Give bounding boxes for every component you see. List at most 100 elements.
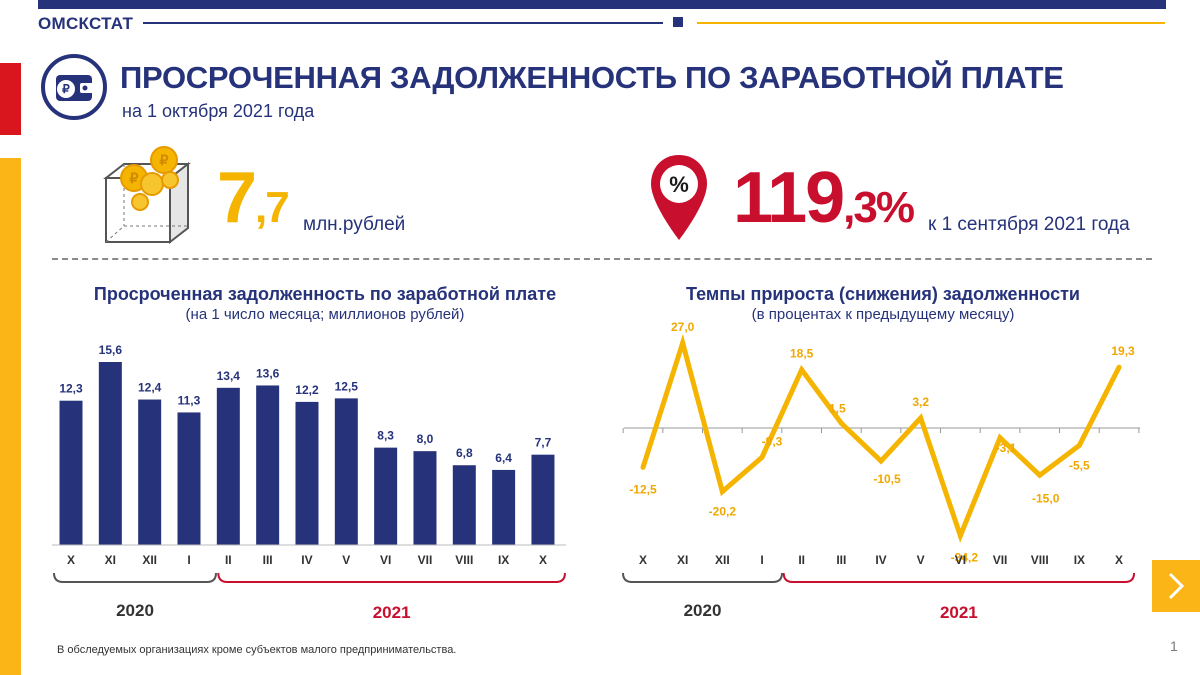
bar: [334, 398, 358, 545]
x-tick-label: VII: [993, 553, 1008, 567]
point-value-label: -34,2: [951, 551, 979, 565]
x-tick-label: X: [539, 553, 547, 567]
svg-text:₽: ₽: [160, 152, 169, 168]
bar-value-label: 8,3: [377, 429, 394, 443]
bar: [374, 447, 398, 545]
kpi-growth-value: 119,3%: [733, 158, 915, 238]
point-value-label: 27,0: [671, 320, 695, 334]
bar-value-label: 13,4: [217, 369, 241, 383]
section-divider: [52, 258, 1152, 260]
bar-value-label: 12,5: [335, 379, 359, 393]
bar-value-label: 11,3: [178, 393, 201, 407]
page-subtitle: на 1 октября 2021 года: [122, 101, 315, 121]
data-point: [1037, 472, 1043, 478]
bar: [138, 399, 162, 545]
header-line-right: [697, 22, 1165, 24]
bar: [492, 469, 516, 545]
bar-value-label: 8,0: [417, 432, 434, 446]
page-number: 1: [1170, 638, 1178, 654]
svg-text:%: %: [669, 172, 689, 197]
data-point: [759, 454, 765, 460]
side-accent-yellow: [0, 158, 21, 675]
bar-value-label: 12,4: [138, 381, 162, 395]
bar: [413, 451, 437, 545]
bar: [295, 401, 319, 545]
year-bracket-2021: [782, 572, 1136, 583]
x-tick-label: VI: [380, 553, 391, 567]
x-tick-label: XI: [677, 553, 688, 567]
point-value-label: 18,5: [790, 347, 814, 361]
year-label-2021: 2021: [940, 603, 978, 622]
x-tick-label: X: [1115, 553, 1123, 567]
data-point: [640, 464, 646, 470]
bar-value-label: 15,6: [99, 343, 123, 357]
bar: [98, 362, 122, 545]
percent-pin-icon: %: [651, 155, 707, 240]
x-tick-label: IV: [875, 553, 886, 567]
data-point: [1116, 364, 1122, 370]
bar: [216, 387, 240, 545]
x-tick-label: VII: [418, 553, 433, 567]
bar: [177, 412, 201, 545]
bar-chart-title: Просроченная задолженность по заработной…: [93, 284, 557, 304]
year-bracket-2021: [217, 572, 566, 583]
bar-value-label: 12,3: [59, 382, 83, 396]
bar: [452, 465, 476, 545]
x-tick-label: II: [798, 553, 805, 567]
point-value-label: -3,1: [996, 441, 1017, 455]
year-bracket-2020: [53, 572, 217, 583]
line-chart-title: Темпы прироста (снижения) задолженности: [686, 284, 1080, 304]
x-tick-label: XII: [142, 553, 157, 567]
year-label-2020: 2020: [684, 601, 722, 620]
x-tick-label: XII: [715, 553, 730, 567]
point-value-label: -9,3: [762, 434, 783, 448]
org-name: ОМСКСТАТ: [38, 14, 134, 33]
x-tick-label: IX: [1074, 553, 1085, 567]
x-tick-label: XI: [105, 553, 116, 567]
next-slide-button[interactable]: [1152, 560, 1200, 612]
x-tick-label: V: [342, 553, 350, 567]
x-tick-label: II: [225, 553, 232, 567]
point-value-label: -12,5: [629, 482, 657, 496]
data-point: [799, 367, 805, 373]
x-tick-label: VIII: [455, 553, 473, 567]
x-tick-label: I: [187, 553, 190, 567]
bar-value-label: 12,2: [295, 383, 319, 397]
x-tick-label: X: [67, 553, 75, 567]
kpi-debt-unit: млн.рублей: [303, 214, 406, 235]
wallet-ruble-icon: ₽: [41, 54, 107, 120]
data-point: [878, 458, 884, 464]
data-point: [1076, 442, 1082, 448]
bar: [531, 454, 555, 545]
x-tick-label: VI: [955, 553, 966, 567]
point-value-label: 3,2: [912, 395, 929, 409]
kpi-growth-unit: к 1 сентября 2021 года: [928, 214, 1130, 235]
year-bracket-2020: [622, 572, 784, 583]
data-point: [997, 435, 1003, 441]
top-bar: [38, 0, 1166, 9]
data-point: [918, 415, 924, 421]
page-title: ПРОСРОЧЕННАЯ ЗАДОЛЖЕННОСТЬ ПО ЗАРАБОТНОЙ…: [120, 60, 1064, 95]
bar: [256, 385, 280, 545]
line-chart-subtitle: (в процентах к предыдущему месяцу): [751, 306, 1015, 323]
x-tick-label: VIII: [1031, 553, 1049, 567]
svg-text:₽: ₽: [62, 82, 70, 96]
x-tick-label: III: [836, 553, 846, 567]
point-value-label: -20,2: [709, 505, 737, 519]
side-accent-red: [0, 63, 21, 135]
bar-chart-subtitle: (на 1 число месяца; миллионов рублей): [185, 306, 465, 323]
point-value-label: -15,0: [1032, 491, 1060, 505]
bar-value-label: 7,7: [535, 436, 552, 450]
header-square: [673, 17, 683, 27]
footnote: В обследуемых организациях кроме субъект…: [57, 644, 457, 656]
data-point: [838, 420, 844, 426]
bar-value-label: 6,4: [495, 451, 512, 465]
x-tick-label: X: [639, 553, 647, 567]
point-value-label: 19,3: [1111, 344, 1135, 358]
data-point: [957, 533, 963, 539]
year-label-2021: 2021: [373, 603, 411, 622]
data-point: [680, 340, 686, 346]
x-tick-label: IV: [301, 553, 312, 567]
x-tick-label: III: [263, 553, 273, 567]
